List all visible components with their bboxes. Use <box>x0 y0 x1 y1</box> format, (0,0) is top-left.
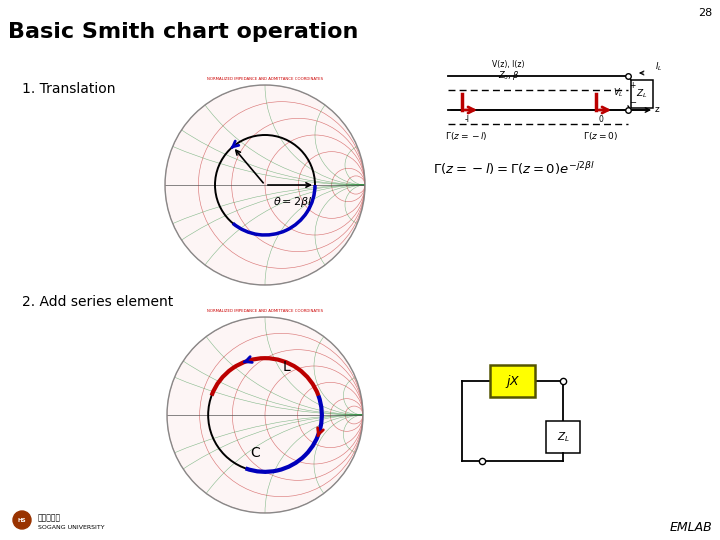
Text: C: C <box>250 446 260 460</box>
Text: Basic Smith chart operation: Basic Smith chart operation <box>8 22 359 42</box>
Text: L: L <box>283 360 291 374</box>
Text: EMLAB: EMLAB <box>670 521 712 534</box>
Circle shape <box>13 511 31 529</box>
Text: $I_L$: $I_L$ <box>655 60 662 73</box>
Text: $jX$: $jX$ <box>505 373 521 389</box>
Text: +: + <box>629 81 635 90</box>
Circle shape <box>165 85 365 285</box>
Text: $\Gamma(z=0)$: $\Gamma(z=0)$ <box>582 130 617 142</box>
Text: $Z_0, \beta$: $Z_0, \beta$ <box>498 69 519 82</box>
Text: HS: HS <box>18 517 27 523</box>
Text: −: − <box>629 98 636 107</box>
Text: z: z <box>655 105 660 114</box>
Text: NORMALIZED IMPEDANCE AND ADMITTANCE COORDINATES: NORMALIZED IMPEDANCE AND ADMITTANCE COOR… <box>207 77 323 81</box>
Text: 1. Translation: 1. Translation <box>22 82 115 96</box>
Text: $\Gamma(z=-l) = \Gamma(z=0)e^{-j2\beta l}$: $\Gamma(z=-l) = \Gamma(z=0)e^{-j2\beta l… <box>433 160 595 177</box>
Text: 0: 0 <box>598 115 603 124</box>
Bar <box>546 421 580 453</box>
Bar <box>490 365 535 397</box>
Text: NORMALIZED IMPEDANCE AND ADMITTANCE COORDINATES: NORMALIZED IMPEDANCE AND ADMITTANCE COOR… <box>207 309 323 313</box>
Text: $\Gamma(z=-l)$: $\Gamma(z=-l)$ <box>445 130 487 142</box>
Text: 28: 28 <box>698 8 712 18</box>
Text: $Z_L$: $Z_L$ <box>636 87 648 100</box>
Text: $\theta = 2\beta l$: $\theta = 2\beta l$ <box>273 195 312 209</box>
Text: 2. Add series element: 2. Add series element <box>22 295 174 309</box>
Text: $Z_L$: $Z_L$ <box>557 430 570 444</box>
Text: V(z), I(z): V(z), I(z) <box>492 60 524 69</box>
Text: $V_L$: $V_L$ <box>613 87 624 99</box>
Text: SOGANG UNIVERSITY: SOGANG UNIVERSITY <box>38 525 104 530</box>
Circle shape <box>167 317 363 513</box>
Bar <box>631 80 653 108</box>
Text: 서강대학교: 서강대학교 <box>38 513 61 522</box>
Text: -l: -l <box>464 115 469 124</box>
